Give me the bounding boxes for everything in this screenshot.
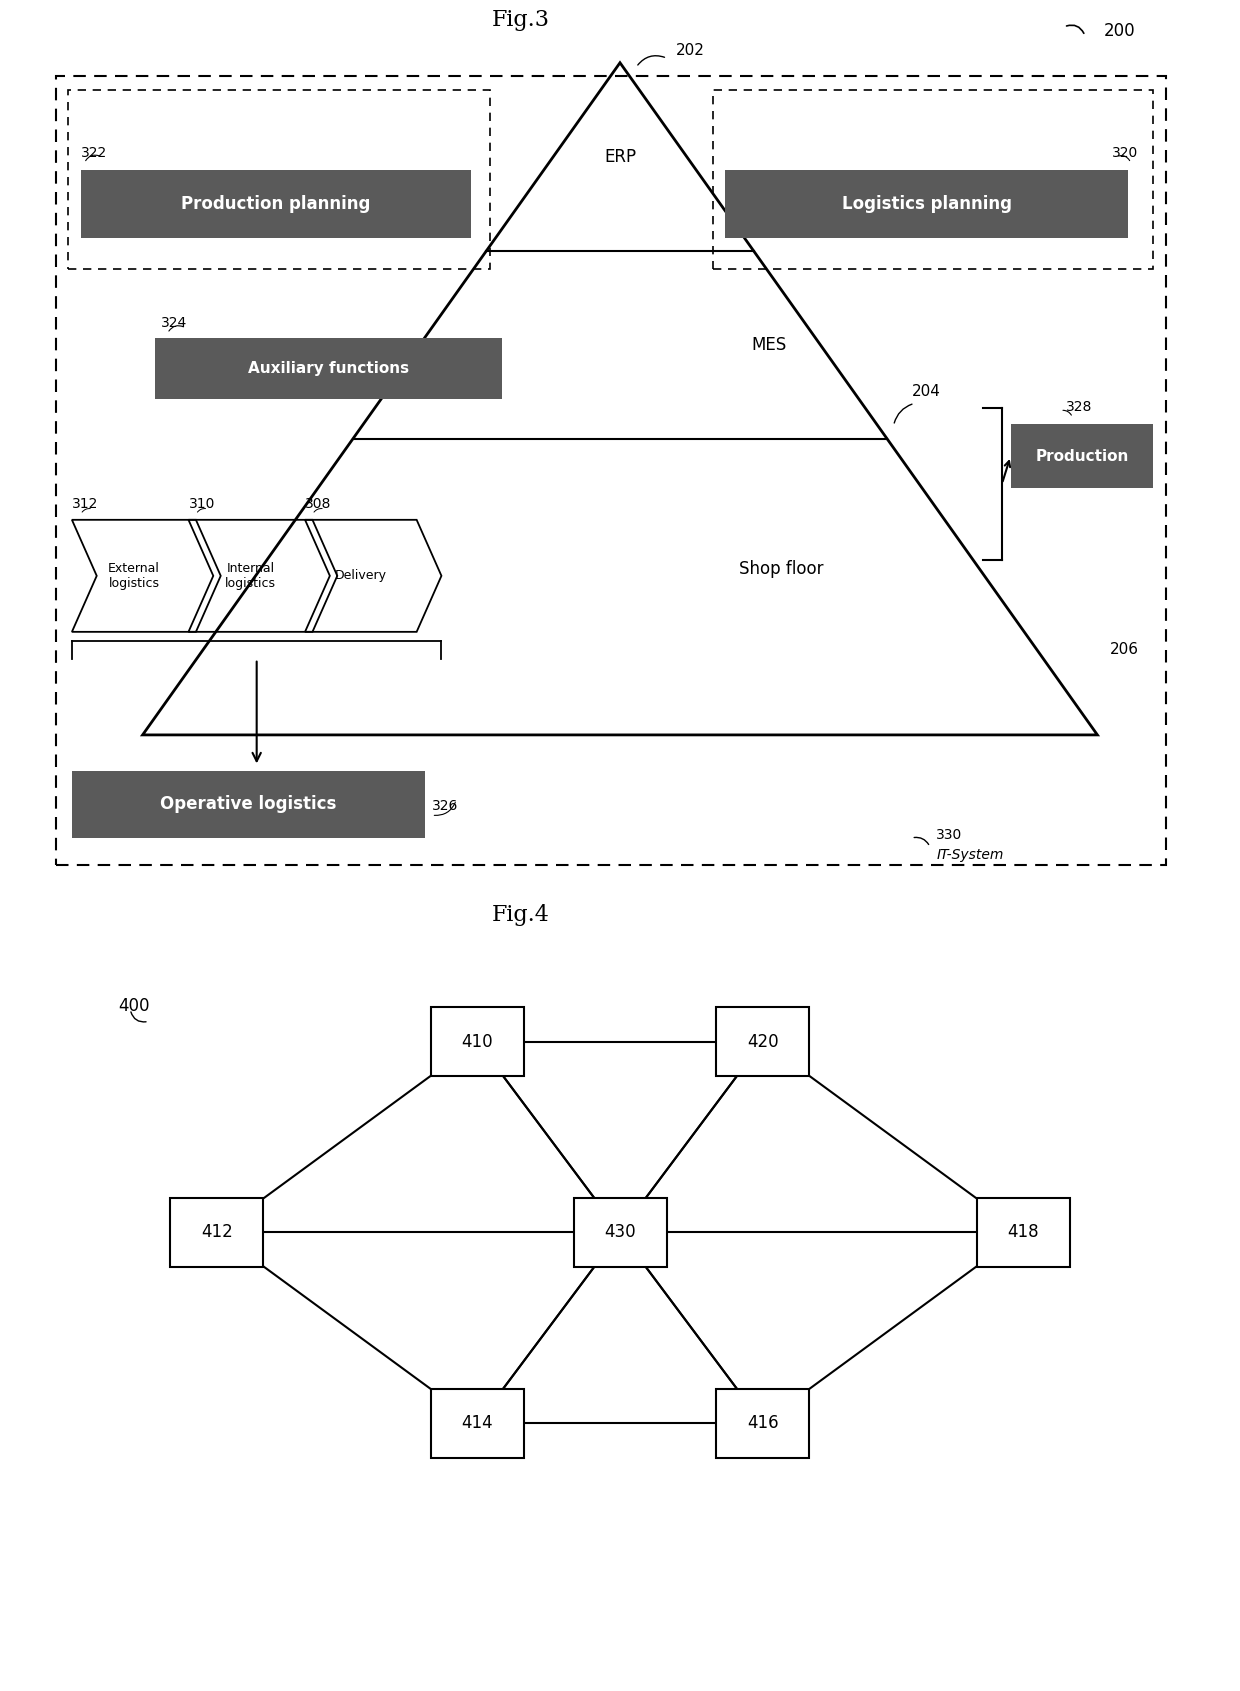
Text: 414: 414 <box>461 1414 494 1432</box>
Text: Internal
logistics: Internal logistics <box>224 561 277 590</box>
Text: 310: 310 <box>188 497 215 511</box>
Text: 308: 308 <box>305 497 331 511</box>
Text: IT-System: IT-System <box>936 849 1003 862</box>
Text: 200: 200 <box>1104 22 1136 41</box>
Text: 328: 328 <box>1065 401 1092 414</box>
Bar <box>56 76 1166 864</box>
Text: Fig.3: Fig.3 <box>492 8 549 30</box>
FancyBboxPatch shape <box>725 171 1128 237</box>
Text: 430: 430 <box>604 1223 636 1241</box>
FancyBboxPatch shape <box>81 171 471 237</box>
Text: Logistics planning: Logistics planning <box>842 194 1012 213</box>
Text: 324: 324 <box>161 316 187 330</box>
FancyBboxPatch shape <box>717 1008 808 1075</box>
Text: 416: 416 <box>746 1414 779 1432</box>
Text: External
logistics: External logistics <box>108 561 160 590</box>
Text: Fig.4: Fig.4 <box>492 903 549 925</box>
Text: 322: 322 <box>81 145 107 159</box>
FancyBboxPatch shape <box>155 338 502 399</box>
Bar <box>713 90 1153 269</box>
FancyBboxPatch shape <box>717 1388 808 1458</box>
Text: MES: MES <box>751 337 786 353</box>
Text: Production: Production <box>1035 448 1128 463</box>
FancyBboxPatch shape <box>432 1008 525 1075</box>
Text: 418: 418 <box>1007 1223 1039 1241</box>
Text: 206: 206 <box>1110 643 1138 658</box>
Text: 312: 312 <box>72 497 98 511</box>
Text: 410: 410 <box>461 1033 494 1050</box>
Text: 204: 204 <box>913 384 941 399</box>
Text: 420: 420 <box>746 1033 779 1050</box>
Text: 400: 400 <box>118 998 149 1015</box>
Text: Auxiliary functions: Auxiliary functions <box>248 360 409 375</box>
Text: 330: 330 <box>936 829 962 842</box>
Text: Shop floor: Shop floor <box>739 560 823 578</box>
Text: 412: 412 <box>201 1223 233 1241</box>
FancyBboxPatch shape <box>977 1197 1069 1267</box>
FancyBboxPatch shape <box>170 1197 263 1267</box>
Text: Production planning: Production planning <box>181 194 371 213</box>
Bar <box>68 90 490 269</box>
Text: Operative logistics: Operative logistics <box>160 795 337 813</box>
Text: 202: 202 <box>676 44 704 57</box>
FancyBboxPatch shape <box>432 1388 525 1458</box>
Text: 320: 320 <box>1112 145 1138 159</box>
Text: 326: 326 <box>432 800 458 813</box>
FancyBboxPatch shape <box>573 1197 667 1267</box>
Text: Delivery: Delivery <box>335 570 387 582</box>
FancyBboxPatch shape <box>72 771 425 839</box>
Text: ERP: ERP <box>604 147 636 166</box>
FancyBboxPatch shape <box>1011 424 1153 489</box>
